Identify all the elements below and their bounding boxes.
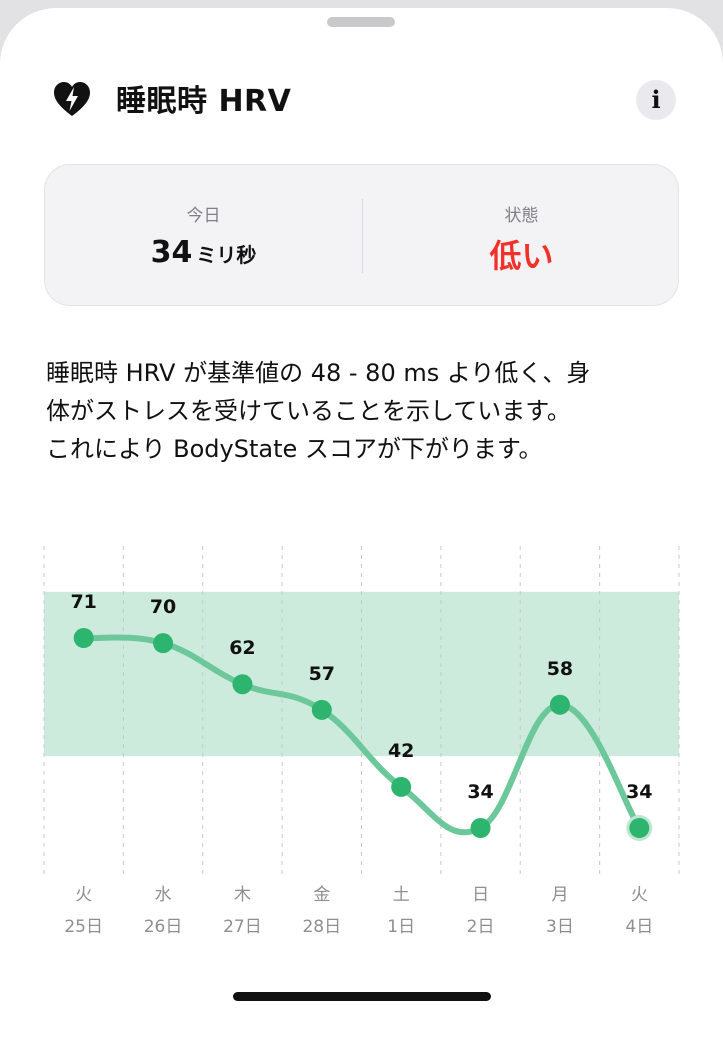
today-label: 今日 — [186, 206, 221, 226]
x-tick-weekday: 火 — [631, 885, 648, 905]
today-unit: ミリ秒 — [196, 243, 257, 267]
x-tick-weekday: 火 — [75, 885, 92, 905]
data-point — [470, 818, 491, 838]
description: 睡眠時 HRV が基準値の 48 - 80 ms より低く、身 体がストレスを受… — [46, 354, 682, 468]
x-tick-date: 4日 — [625, 917, 653, 937]
data-point — [73, 628, 94, 648]
x-tick-date: 3日 — [546, 917, 574, 937]
today-value: 34 ミリ秒 — [45, 235, 362, 270]
heart-bolt-icon — [54, 82, 90, 116]
status-stat: 状態 低い — [363, 165, 680, 307]
x-tick-date: 28日 — [302, 917, 341, 937]
today-number: 34 — [150, 235, 193, 270]
sheet-grabber[interactable] — [327, 17, 395, 27]
x-tick-weekday: 金 — [313, 885, 330, 905]
hrv-chart: 71 70 62 57 42 34 58 34 火 25日 水 26日 木 27日 金 28日 土 1日 日 2日 月 3… — [0, 538, 723, 948]
data-label: 70 — [150, 596, 176, 618]
data-label: 34 — [626, 781, 652, 803]
today-stat: 今日 34 ミリ秒 — [45, 165, 362, 307]
summary-card: 今日 34 ミリ秒 状態 低い — [44, 164, 679, 306]
info-icon[interactable]: i — [636, 80, 676, 120]
data-label: 57 — [309, 663, 335, 685]
x-tick-weekday: 日 — [472, 885, 489, 905]
data-label: 71 — [70, 591, 96, 613]
data-label: 62 — [229, 637, 255, 659]
data-label: 58 — [547, 658, 573, 680]
description-line-3: これにより BodyState スコアが下がります。 — [46, 435, 543, 463]
hrv-chart-svg: 71 70 62 57 42 34 58 34 火 25日 水 26日 木 27日 金 28日 土 1日 日 2日 月 3… — [43, 546, 680, 937]
hrv-sheet: 睡眠時 HRV i 今日 34 ミリ秒 状態 低い 睡眠時 HRV が基準値の 4… — [0, 8, 723, 1038]
summary-divider — [362, 199, 363, 273]
x-tick-date: 25日 — [64, 917, 103, 937]
data-point — [391, 776, 412, 797]
data-point — [311, 699, 332, 720]
data-point — [153, 633, 174, 654]
status-value: 低い — [489, 237, 554, 275]
data-point — [232, 674, 253, 695]
page-title: 睡眠時 HRV — [116, 84, 292, 119]
data-label: 34 — [467, 781, 493, 803]
data-label: 42 — [388, 740, 414, 762]
status-label: 状態 — [504, 206, 539, 226]
x-tick-weekday: 木 — [234, 885, 251, 905]
x-tick-date: 2日 — [467, 917, 495, 937]
x-tick-date: 27日 — [223, 917, 262, 937]
data-point — [629, 818, 650, 838]
x-tick-weekday: 月 — [551, 885, 568, 905]
x-tick-date: 1日 — [387, 917, 415, 937]
x-tick-weekday: 水 — [155, 885, 172, 905]
description-line-2: 体がストレスを受けていることを示しています。 — [46, 397, 571, 425]
x-tick-date: 26日 — [144, 917, 183, 937]
header: 睡眠時 HRV i — [0, 70, 723, 130]
home-indicator[interactable] — [233, 992, 491, 1001]
data-point — [549, 694, 570, 715]
x-tick-weekday: 土 — [393, 885, 410, 905]
description-line-1: 睡眠時 HRV が基準値の 48 - 80 ms より低く、身 — [46, 359, 591, 387]
